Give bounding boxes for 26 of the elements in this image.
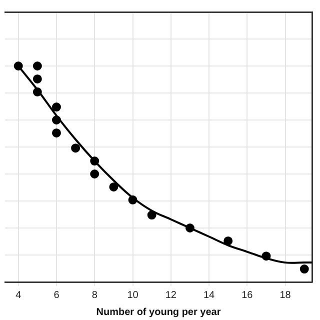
point [224,236,233,246]
point [52,128,61,138]
point [262,252,271,261]
x-axis-title: Number of young per year [96,306,221,318]
x-tick-label: 14 [203,290,216,301]
x-tick-label: 16 [242,290,254,301]
point [300,264,309,274]
point [147,210,156,220]
point [90,170,100,178]
x-tick-label: 4 [16,290,22,301]
point [109,182,118,192]
point [128,195,138,204]
point [32,62,42,70]
point [71,144,80,153]
x-tick-label: 6 [54,290,60,301]
x-tick-label: 10 [127,290,139,301]
point [32,74,42,84]
point [185,224,194,232]
point [52,102,61,112]
point [52,116,61,124]
point [32,87,42,96]
x-tick-label: 8 [92,290,98,301]
x-tick-label: 12 [165,290,177,301]
x-tick-label: 18 [280,290,292,301]
point [14,62,23,70]
point [90,156,100,166]
